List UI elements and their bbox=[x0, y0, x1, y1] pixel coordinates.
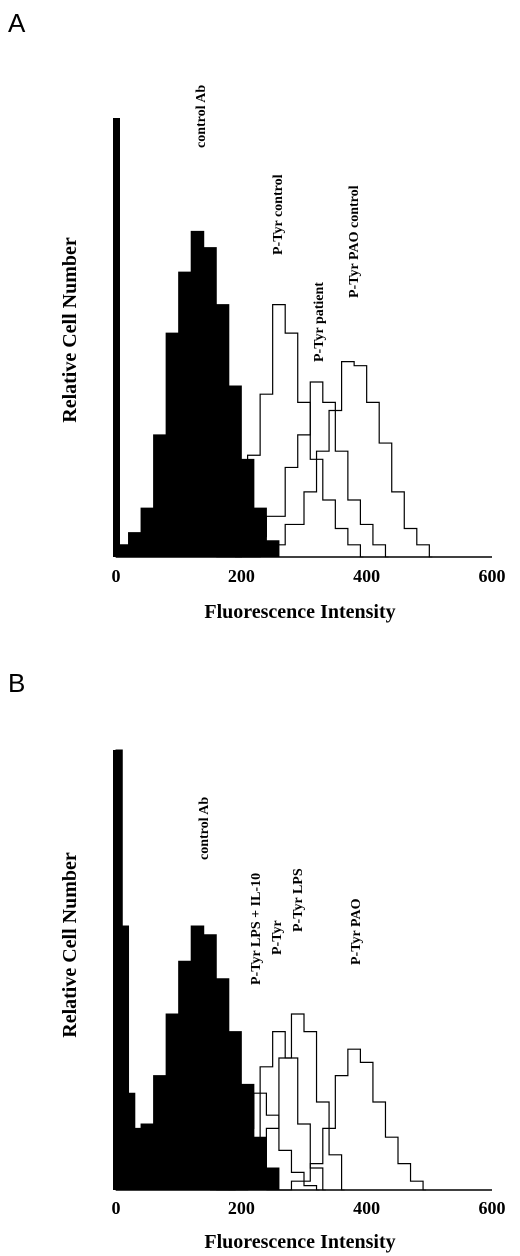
x-tick-label-600: 600 bbox=[479, 566, 506, 586]
series-p-tyr-patient bbox=[216, 381, 389, 558]
series-p-tyr-lps bbox=[228, 1013, 345, 1191]
series-label-p-tyr-pao: P-Tyr PAO bbox=[349, 898, 364, 965]
x-tick-label-0: 0 bbox=[112, 1198, 121, 1218]
x-axis-label: Fluorescence Intensity bbox=[204, 601, 395, 623]
series-label-control-ab: control Ab bbox=[194, 85, 209, 148]
series-label-p-tyr-pao-control: P-Tyr PAO control bbox=[347, 185, 362, 298]
chart-panel-a: Relative Cell Number Fluorescence Intens… bbox=[59, 85, 506, 623]
y-axis-label: Relative Cell Number bbox=[59, 852, 81, 1038]
series-label-p-tyr: P-Tyr bbox=[270, 920, 285, 955]
series-labels: control Ab P-Tyr LPS + IL-10 P-Tyr P-Tyr LP… bbox=[197, 797, 364, 985]
x-tick-label-200: 200 bbox=[228, 566, 255, 586]
x-tick-label-0: 0 bbox=[112, 566, 121, 586]
series-p-tyr-pao-control bbox=[235, 361, 433, 558]
x-tick-labels: 0 200 400 600 bbox=[112, 1198, 506, 1218]
chart-panel-b: Relative Cell Number Fluorescence Intens… bbox=[59, 749, 506, 1253]
histogram-series bbox=[115, 749, 427, 1191]
series-p-tyr-control bbox=[215, 304, 364, 558]
x-tick-label-400: 400 bbox=[353, 566, 380, 586]
panel-letter-b: B bbox=[8, 668, 25, 698]
x-tick-label-200: 200 bbox=[228, 1198, 255, 1218]
series-p-tyr bbox=[216, 1031, 326, 1191]
y-axis-bar bbox=[113, 118, 120, 557]
series-label-p-tyr-lps: P-Tyr LPS bbox=[291, 868, 306, 932]
x-tick-label-400: 400 bbox=[353, 1198, 380, 1218]
panel-letter-a: A bbox=[8, 8, 26, 38]
series-label-p-tyr-control: P-Tyr control bbox=[271, 174, 286, 255]
series-label-p-tyr-patient: P-Tyr patient bbox=[312, 282, 327, 362]
y-axis-label: Relative Cell Number bbox=[59, 237, 81, 423]
histogram-series bbox=[115, 230, 433, 558]
series-control-ab bbox=[115, 230, 282, 558]
x-tick-label-600: 600 bbox=[479, 1198, 506, 1218]
series-label-p-tyr-lps-il-10: P-Tyr LPS + IL-10 bbox=[249, 873, 264, 985]
x-axis-label: Fluorescence Intensity bbox=[204, 1231, 395, 1253]
series-label-control-ab: control Ab bbox=[197, 797, 212, 860]
series-labels: control Ab P-Tyr control P-Tyr patient P-Ty… bbox=[194, 85, 362, 362]
x-tick-labels: 0 200 400 600 bbox=[112, 566, 506, 586]
series-p-tyr-pao bbox=[266, 1048, 427, 1191]
